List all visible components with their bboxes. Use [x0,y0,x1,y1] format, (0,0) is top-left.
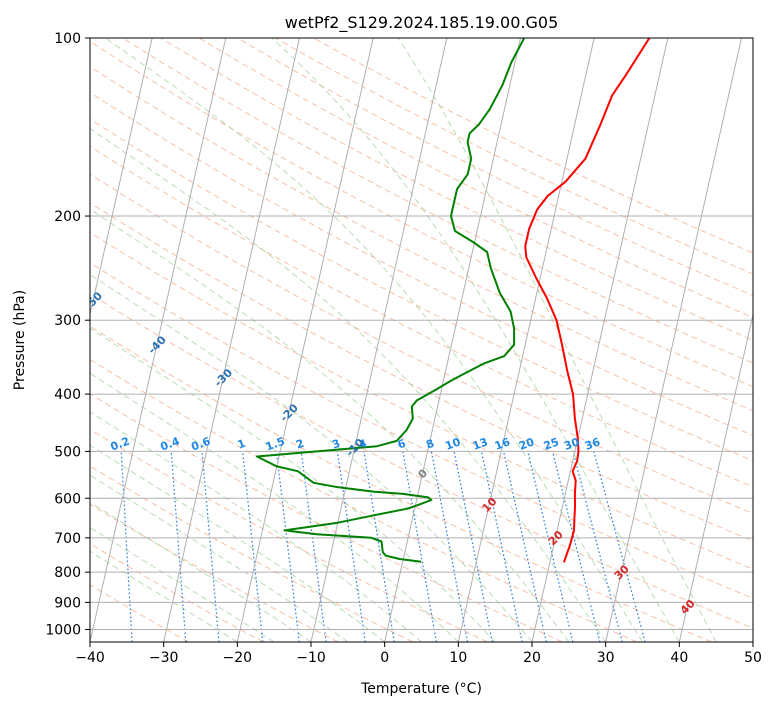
isotherm-line [0,38,5,642]
y-tick-label: 900 [54,595,81,611]
x-tick-label: −20 [223,650,253,666]
x-tick-label: 20 [523,650,541,666]
y-tick-label: 800 [54,565,81,581]
x-axis-ticks: −40 −30 −20 −10 0 10 20 30 40 50 [75,642,762,666]
y-tick-label: 1000 [45,622,81,638]
y-tick-label: 700 [54,531,81,547]
y-tick-label: 300 [54,313,81,329]
x-tick-label: −30 [149,650,179,666]
y-tick-label: 100 [54,31,81,47]
y-tick-label: 200 [54,209,81,225]
y-axis-ticks: 100 200 300 400 500 600 700 800 900 1000 [45,31,90,638]
x-tick-label: −10 [296,650,326,666]
y-tick-label: 600 [54,491,81,507]
x-tick-label: −40 [75,650,105,666]
y-tick-label: 500 [54,444,81,460]
x-tick-label: 30 [597,650,615,666]
isotherm-label: -60 [18,246,41,269]
x-tick-label: 10 [449,650,467,666]
x-axis-label: Temperature (°C) [360,681,482,697]
x-tick-label: 40 [670,650,688,666]
x-tick-label: 50 [744,650,762,666]
y-tick-label: 400 [54,387,81,403]
chart-title: wetPf2_S129.2024.185.19.00.G05 [285,13,559,33]
y-axis-label: Pressure (hPa) [12,290,28,390]
isotherm-line [753,38,775,642]
x-tick-label: 0 [380,650,389,666]
